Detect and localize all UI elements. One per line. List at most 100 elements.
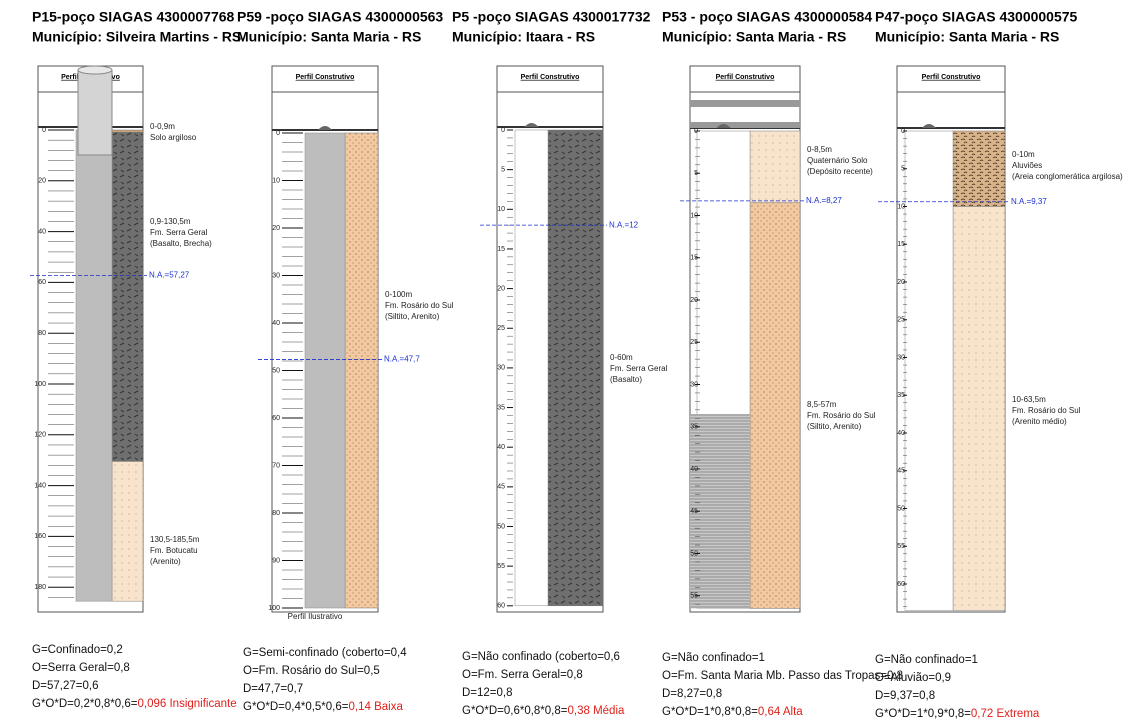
depth-label: 20 [497,285,505,292]
depth-label: 45 [897,468,905,475]
footer-formula: G*O*D=0,2*0,8*0,6=0,096 Insignificante [32,698,237,710]
layer-annotation: (Areia conglomerática argilosa) [1012,172,1123,181]
footer-line: O=Aluvião=0,9 [875,672,951,684]
depth-label: 20 [897,279,905,286]
depth-label: 100 [268,605,280,612]
formula: G*O*D=0,4*0,5*0,6= [243,701,349,713]
casing-top [78,66,112,74]
depth-label: 30 [690,381,698,388]
vulnerability-result: 0,72 Extrema [971,708,1040,720]
depth-label: 50 [690,550,698,557]
depth-label: 10 [690,212,698,219]
footer-line: D=47,7=0,7 [243,683,303,695]
layer-annotation: 0-8,5m [807,145,832,154]
depth-label: 35 [690,424,698,431]
formula: G*O*D=1*0,9*0,8= [875,708,971,720]
depth-label: 55 [497,563,505,570]
depth-label: 50 [497,523,505,530]
panel-header: Perfil Construtivo [521,74,580,81]
vulnerability-result: 0,14 Baixa [349,701,404,713]
well-municipality: Município: Santa Maria - RS [237,29,421,45]
formula: G*O*D=1*0,8*0,8= [662,706,758,718]
well-municipality: Município: Santa Maria - RS [662,29,846,45]
depth-label: 180 [34,584,46,591]
footer-line: D=8,27=0,8 [662,688,722,700]
caption: Perfil Ilustrativo [288,612,343,621]
depth-label: 0 [694,128,698,135]
depth-label: 55 [690,593,698,600]
panel-header: Perfil Construtivo [296,74,355,81]
depth-label: 80 [272,510,280,517]
footer-line: O=Fm. Serra Geral=0,8 [462,669,583,681]
depth-label: 45 [497,484,505,491]
depth-label: 40 [690,466,698,473]
stratum [112,461,143,601]
depth-label: 50 [897,505,905,512]
surface-band [690,122,800,128]
vulnerability-result: 0,64 Alta [758,706,803,718]
layer-annotation: 0-0,9m [150,122,175,131]
depth-label: 45 [690,508,698,515]
vulnerability-result: 0,38 Média [568,705,626,717]
layer-annotation: Aluviões [1012,161,1042,170]
footer-line: G=Não confinado (coberto=0,6 [462,651,620,663]
stratum [750,203,800,609]
depth-label: 80 [38,330,46,337]
depth-label: 140 [34,482,46,489]
footer-line: D=12=0,8 [462,687,513,699]
footer-formula: G*O*D=0,4*0,5*0,6=0,14 Baixa [243,701,403,713]
depth-label: 90 [272,557,280,564]
depth-label: 15 [690,255,698,262]
footer-line: G=Não confinado=1 [875,654,978,666]
depth-label: 10 [897,203,905,210]
vulnerability-result: 0,096 Insignificante [138,698,237,710]
depth-label: 0 [42,127,46,134]
well-municipality: Município: Santa Maria - RS [875,29,1059,45]
casing-head [78,70,112,155]
depth-label: 30 [272,272,280,279]
well-casing [905,131,953,610]
formula: G*O*D=0,2*0,8*0,6= [32,698,138,710]
well-casing [515,130,548,606]
footer-line: D=9,37=0,8 [875,690,935,702]
layer-annotation: Fm. Rosário do Sul [385,301,454,310]
layer-annotation: Fm. Botucatu [150,546,198,555]
stratum [953,207,1005,611]
footer-formula: G*O*D=1*0,8*0,8=0,64 Alta [662,706,803,718]
well-title: P15-poço SIAGAS 4300007768 [32,9,235,25]
depth-label: 40 [38,228,46,235]
footer-line: G=Semi-confinado (coberto=0,4 [243,647,407,659]
depth-label: 25 [690,339,698,346]
layer-annotation: 0,9-130,5m [150,217,191,226]
depth-label: 25 [497,325,505,332]
stratum [112,130,143,132]
layer-annotation: 8,5-57m [807,400,837,409]
depth-label: 10 [497,206,505,213]
layer-annotation: 10-63,5m [1012,395,1046,404]
well-casing [76,130,112,601]
depth-label: 40 [897,430,905,437]
layer-annotation: (Basalto) [610,375,642,384]
depth-label: 20 [38,178,46,185]
layer-annotation: (Arenito médio) [1012,417,1067,426]
depth-label: 0 [901,128,905,135]
water-level-label: N.A.=8,27 [806,196,842,205]
depth-label: 120 [34,432,46,439]
depth-label: 10 [272,177,280,184]
layer-annotation: Fm. Serra Geral [150,228,208,237]
layer-annotation: Fm. Rosário do Sul [1012,406,1081,415]
depth-label: 25 [897,317,905,324]
depth-label: 15 [497,246,505,253]
stratum [548,130,603,606]
depth-label: 40 [497,444,505,451]
stratum [750,131,800,203]
footer-line: O=Serra Geral=0,8 [32,662,130,674]
depth-label: 35 [897,392,905,399]
well-profile: P5 -poço SIAGAS 4300017732Município: Ita… [452,9,668,717]
surface-band [690,100,800,107]
well-municipality: Município: Silveira Martins - RS [32,29,241,45]
water-level-label: N.A.=12 [609,220,639,229]
well-title: P53 - poço SIAGAS 4300000584 [662,9,872,25]
layer-annotation: Fm. Serra Geral [610,364,668,373]
depth-label: 40 [272,320,280,327]
